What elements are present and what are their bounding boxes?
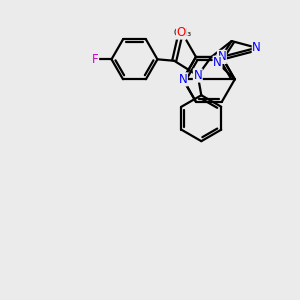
Text: N: N (194, 69, 202, 82)
Text: F: F (92, 53, 99, 66)
Text: CH₃: CH₃ (173, 28, 191, 38)
Text: N: N (178, 73, 188, 86)
Text: N: N (252, 41, 261, 54)
Text: O: O (176, 26, 186, 39)
Text: N: N (213, 56, 222, 69)
Text: N: N (218, 50, 226, 63)
